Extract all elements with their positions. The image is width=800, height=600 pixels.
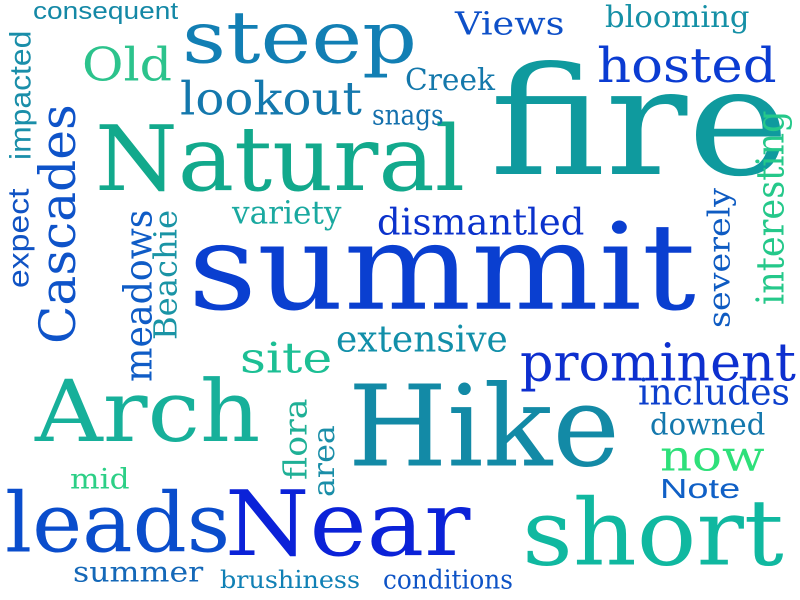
word-natural: Natural — [95, 107, 466, 212]
word-brushiness: brushiness — [220, 566, 361, 594]
word-downed: downed — [650, 406, 766, 443]
word-impacted: impacted — [2, 30, 38, 160]
word-severely: severely — [701, 187, 738, 328]
word-dismantled: dismantled — [377, 201, 585, 243]
word-leads: leads — [5, 476, 231, 572]
word-variety: variety — [232, 194, 342, 233]
word-summer: summer — [73, 556, 204, 590]
word-note: Note — [660, 473, 741, 504]
word-hosted: hosted — [597, 37, 777, 94]
word-steep: steep — [182, 0, 418, 80]
word-site: site — [240, 333, 333, 383]
word-fire: fire — [490, 36, 790, 210]
word-consequent: consequent — [33, 0, 179, 25]
word-conditions: conditions — [383, 564, 513, 596]
word-area: area — [307, 425, 343, 497]
word-includes: includes — [638, 371, 790, 413]
word-cascades: Cascades — [28, 104, 87, 344]
word-summit: summit — [188, 198, 696, 338]
word-old: Old — [82, 38, 172, 92]
word-blooming: blooming — [605, 0, 750, 35]
word-near: Near — [225, 472, 471, 577]
word-creek: Creek — [405, 63, 495, 98]
word-expect: expect — [0, 188, 36, 288]
word-lookout: lookout — [180, 72, 362, 126]
word-arch: Arch — [35, 362, 261, 462]
word-hike: Hike — [348, 362, 620, 493]
word-short: short — [522, 480, 784, 587]
word-now: now — [660, 431, 765, 481]
word-beachie: Beachie — [146, 209, 185, 340]
word-prominent: prominent — [520, 332, 796, 393]
word-snags: snags — [372, 99, 444, 133]
word-interesting: interesting — [748, 110, 794, 305]
word-extensive: extensive — [336, 318, 508, 360]
word-mid: mid — [70, 463, 130, 497]
word-views: Views — [455, 5, 565, 43]
